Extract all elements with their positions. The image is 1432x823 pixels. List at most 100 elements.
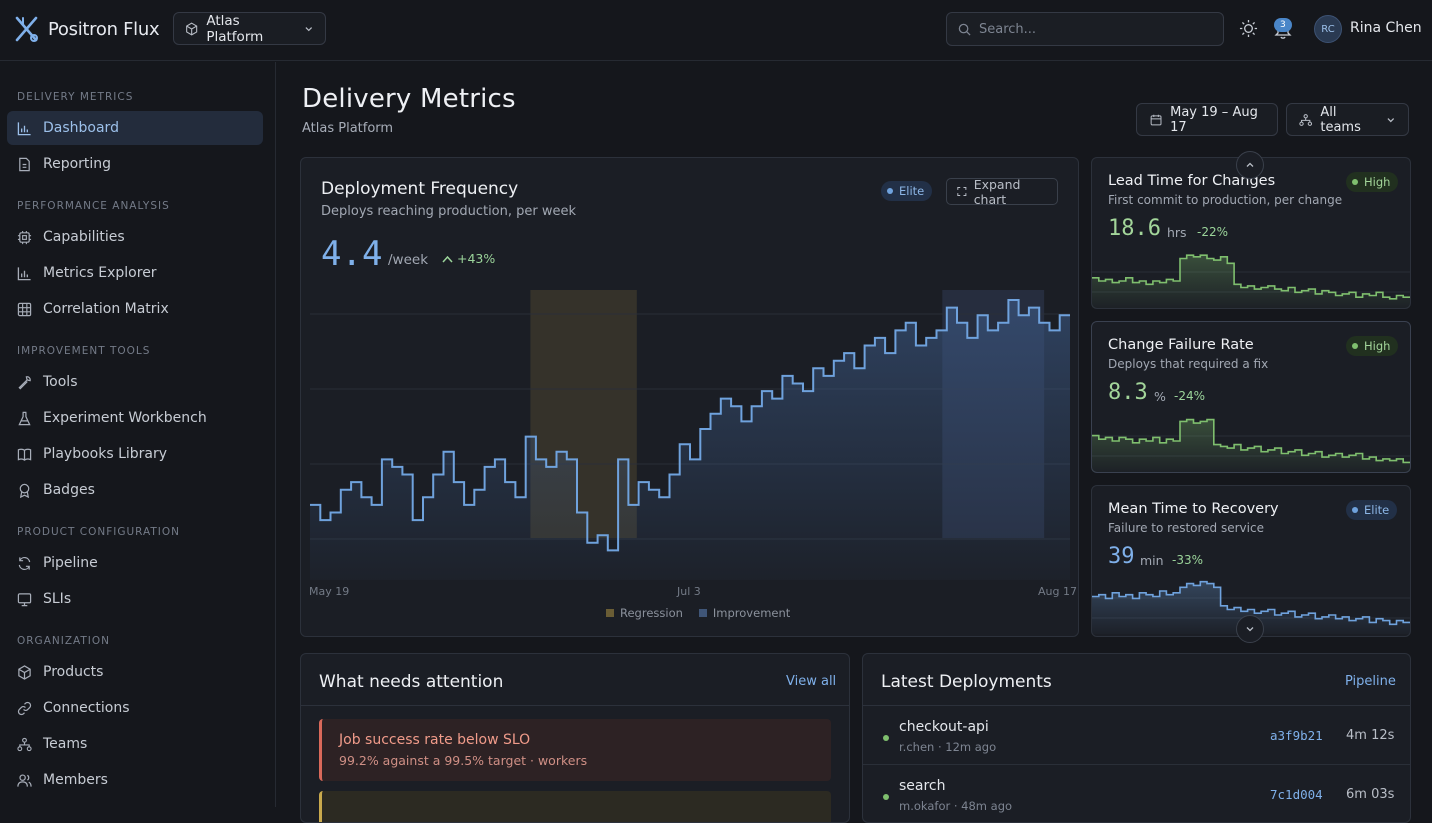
attention-alert-error[interactable]: Job success rate below SLO 99.2% against…: [319, 719, 831, 781]
legend-improvement[interactable]: Improvement: [698, 606, 791, 620]
avatar[interactable]: RC: [1314, 15, 1342, 43]
sidebar-item-capabilities[interactable]: Capabilities: [7, 220, 263, 254]
users-icon: [17, 773, 32, 787]
mean-time-to-recovery-card[interactable]: Mean Time to Recovery Failure to restore…: [1091, 485, 1411, 637]
card-title: Mean Time to Recovery: [1108, 501, 1279, 517]
sidebar-item-correlation-matrix[interactable]: Correlation Matrix: [7, 292, 263, 326]
sidebar-item-teams[interactable]: Teams: [7, 727, 263, 761]
commit-hash[interactable]: a3f9b21: [1270, 728, 1323, 743]
card-subtitle: Deploys reaching production, per week: [321, 204, 577, 219]
sidebar-item-products[interactable]: Products: [7, 655, 263, 689]
lead-time-card[interactable]: Lead Time for Changes First commit to pr…: [1091, 157, 1411, 309]
sparkline-line: [1092, 254, 1410, 300]
attention-alert-warning[interactable]: [319, 791, 831, 822]
sidebar-item-playbooks-library[interactable]: Playbooks Library: [7, 437, 263, 471]
chevron-down-icon: [305, 26, 313, 31]
metric-delta: -22%: [1197, 225, 1229, 239]
sidebar: DELIVERY METRICS Dashboard Reporting PER…: [0, 62, 276, 807]
sidebar-item-label: Connections: [43, 700, 130, 716]
grid-icon: [17, 302, 32, 316]
badge-dot: [887, 188, 893, 194]
user-name[interactable]: Rina Chen: [1350, 20, 1422, 36]
sidebar-item-label: SLIs: [43, 591, 72, 607]
deployment-frequency-chart: [310, 290, 1070, 580]
legend-label: Improvement: [712, 606, 791, 620]
network-icon: [17, 737, 32, 751]
sidebar-item-label: Pipeline: [43, 555, 98, 571]
legend-label: Regression: [620, 606, 683, 620]
sidebar-item-label: Metrics Explorer: [43, 265, 157, 281]
box-icon: [186, 22, 198, 35]
sidebar-item-dashboard[interactable]: Dashboard: [7, 111, 263, 145]
link-icon: [17, 701, 32, 715]
deployment-duration: 4m 12s: [1346, 728, 1395, 743]
project-selector[interactable]: Atlas Platform: [173, 12, 326, 45]
expand-chart-button[interactable]: Expand chart: [946, 177, 1058, 207]
monitor-icon: [17, 592, 32, 606]
sidebar-item-label: Playbooks Library: [43, 446, 168, 462]
divider: [301, 705, 849, 706]
sidebar-item-label: Capabilities: [43, 229, 125, 245]
sidebar-item-metrics-explorer[interactable]: Metrics Explorer: [7, 256, 263, 290]
app-logo[interactable]: Positron Flux: [14, 16, 160, 42]
alert-title: Job success rate below SLO: [339, 732, 531, 748]
sparkline-line: [1092, 580, 1410, 626]
legend-regression[interactable]: Regression: [606, 606, 683, 620]
alert-detail: 99.2% against a 99.5% target · workers: [339, 753, 588, 768]
badge-label: Elite: [1364, 503, 1390, 517]
view-all-link[interactable]: View all: [786, 674, 837, 689]
performance-badge: High: [1346, 336, 1399, 356]
network-icon: [1299, 113, 1313, 126]
commit-hash[interactable]: 7c1d004: [1270, 787, 1323, 802]
sidebar-item-slis[interactable]: SLIs: [7, 582, 263, 616]
search-input[interactable]: Search...: [946, 12, 1224, 46]
metric-value: 8.3: [1108, 380, 1148, 405]
chart-legend: Regression Improvement: [606, 606, 790, 620]
sidebar-item-label: Experiment Workbench: [43, 410, 207, 426]
service-name: checkout-api: [899, 719, 989, 735]
divider: [863, 705, 1410, 706]
section-label-product-configuration: PRODUCT CONFIGURATION: [17, 526, 181, 538]
metric-unit: hrs: [1167, 225, 1187, 240]
sidebar-item-connections[interactable]: Connections: [7, 691, 263, 725]
sidebar-item-members[interactable]: Members: [7, 763, 263, 797]
card-title: Lead Time for Changes: [1108, 173, 1276, 189]
sidebar-item-tools[interactable]: Tools: [7, 365, 263, 399]
sidebar-item-reporting[interactable]: Reporting: [7, 147, 263, 181]
legend-swatch: [606, 609, 614, 617]
change-failure-rate-card[interactable]: Change Failure Rate Deploys that require…: [1091, 321, 1411, 473]
scroll-up-button[interactable]: [1236, 151, 1264, 179]
scroll-down-button[interactable]: [1236, 615, 1264, 643]
sidebar-item-badges[interactable]: Badges: [7, 473, 263, 507]
date-range-picker[interactable]: May 19 – Aug 17: [1136, 103, 1278, 136]
award-icon: [19, 483, 30, 498]
legend-swatch: [698, 609, 707, 617]
theme-toggle-sun-icon[interactable]: [1239, 19, 1258, 38]
badge-label: Elite: [899, 184, 925, 198]
deployment-row[interactable]: search m.okafor · 48m ago 7c1d004 6m 03s: [863, 765, 1410, 822]
section-label-organization: ORGANIZATION: [17, 635, 111, 647]
sparkline-line: [1092, 418, 1410, 464]
series-line: [310, 299, 1070, 552]
performance-badge: High: [1346, 172, 1399, 192]
status-dot: [883, 735, 889, 741]
date-range-label: May 19 – Aug 17: [1170, 104, 1258, 135]
team-filter[interactable]: All teams: [1286, 103, 1409, 136]
sidebar-item-label: Correlation Matrix: [43, 301, 169, 317]
deployment-meta: r.chen · 12m ago: [899, 740, 997, 754]
sidebar-item-experiment-workbench[interactable]: Experiment Workbench: [7, 401, 263, 435]
lead-time-sparkline: [1092, 254, 1410, 308]
pipeline-link[interactable]: Pipeline: [1345, 674, 1396, 689]
refresh-icon: [18, 556, 31, 570]
main-content: Delivery Metrics Atlas Platform May 19 –…: [277, 62, 1432, 823]
sparkline-area: [1092, 419, 1410, 472]
metric-delta-value: +43%: [457, 251, 496, 266]
app-name: Positron Flux: [48, 18, 160, 40]
card-title: Change Failure Rate: [1108, 337, 1254, 353]
search-icon: [958, 23, 971, 36]
card-title: Deployment Frequency: [321, 179, 519, 199]
metric-unit: /week: [388, 252, 429, 268]
sidebar-item-pipeline[interactable]: Pipeline: [7, 546, 263, 580]
deployment-row[interactable]: checkout-api r.chen · 12m ago a3f9b21 4m…: [863, 706, 1410, 765]
panel-title: What needs attention: [319, 672, 504, 692]
